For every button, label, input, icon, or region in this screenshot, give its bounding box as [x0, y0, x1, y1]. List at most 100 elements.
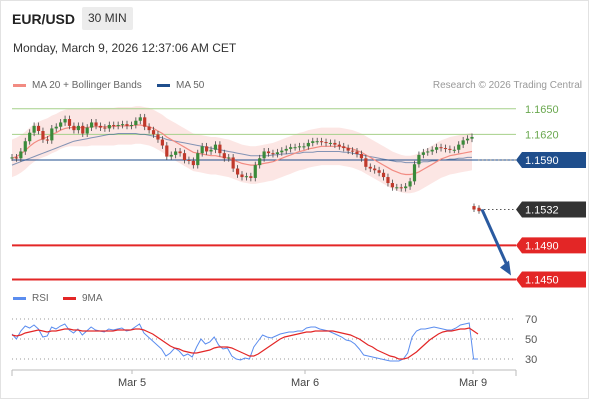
- candle-body: [32, 125, 36, 133]
- level-label-0: 1.1650: [525, 104, 559, 116]
- candle-body: [253, 165, 257, 178]
- candle-body: [200, 146, 204, 154]
- level-label-2: 1.1590: [525, 155, 559, 167]
- candle-body: [377, 170, 381, 173]
- tail-candle-body: [472, 206, 476, 210]
- rsi-tick-2: 30: [525, 354, 537, 366]
- legend-ma50: MA 50: [157, 80, 204, 91]
- candle-body: [50, 128, 54, 141]
- candle-body: [435, 147, 439, 150]
- level-badge-3: [516, 201, 586, 218]
- candle-body: [306, 142, 310, 147]
- legend-rsi-label: RSI: [32, 293, 49, 304]
- candle-body: [151, 130, 156, 135]
- candle-body: [364, 158, 368, 167]
- candle-body: [54, 126, 58, 129]
- candle-body: [209, 149, 213, 152]
- candle-body: [28, 132, 32, 142]
- candle-body: [59, 122, 63, 127]
- candle-body: [417, 154, 421, 165]
- candle-body: [235, 168, 240, 175]
- x-tick-label-2: Mar 9: [459, 377, 487, 389]
- candle-body: [165, 145, 169, 157]
- candle-body: [452, 149, 456, 151]
- candle-body: [461, 140, 465, 145]
- candle-body: [90, 122, 94, 128]
- candle-body: [196, 153, 200, 166]
- rsi-tick-0: 70: [525, 314, 537, 326]
- candle-body: [169, 154, 173, 157]
- candle-body: [368, 166, 372, 169]
- candle-body: [315, 141, 319, 143]
- candle-body: [404, 186, 408, 189]
- legend-ma50-label: MA 50: [176, 80, 205, 91]
- forecast-arrow-line: [480, 208, 510, 269]
- candle-body: [129, 125, 134, 127]
- rsi-swatch-icon: [13, 296, 26, 300]
- candle-body: [337, 144, 341, 147]
- candle-body: [156, 134, 160, 140]
- candle-body: [430, 149, 434, 152]
- level-label-5: 1.1450: [525, 274, 559, 286]
- rsi-line: [11, 322, 478, 362]
- timeframe-button[interactable]: 30 MIN: [82, 7, 133, 30]
- candle-body: [350, 150, 355, 152]
- candle-body: [324, 142, 328, 144]
- candle-body: [297, 146, 302, 148]
- candle-body: [94, 122, 98, 126]
- candle-body: [98, 125, 103, 128]
- level-label-3: 1.1532: [525, 204, 559, 216]
- candle-body: [395, 187, 399, 189]
- candle-body: [373, 168, 377, 171]
- candle-body: [342, 146, 346, 149]
- candle-body: [359, 154, 364, 159]
- credit-text: Research © 2026 Trading Central: [432, 80, 582, 91]
- candle-body: [36, 125, 41, 131]
- candle-body: [85, 127, 89, 134]
- candle-body: [107, 125, 111, 129]
- level-badge-2: [516, 152, 586, 168]
- candle-body: [328, 142, 333, 144]
- level-badge-4: [516, 237, 586, 254]
- candle-body: [320, 141, 324, 143]
- candle-body: [138, 117, 142, 121]
- candle-body: [143, 117, 147, 127]
- candle-body: [76, 125, 80, 131]
- candle-body: [116, 125, 120, 127]
- candle-body: [293, 147, 297, 149]
- candle-body: [249, 176, 253, 178]
- candle-body: [289, 147, 293, 149]
- candle-body: [134, 120, 138, 126]
- candle-body: [465, 138, 470, 141]
- candle-body: [421, 152, 425, 155]
- candle-body: [120, 124, 125, 126]
- candle-body: [218, 144, 222, 154]
- candle-body: [258, 158, 262, 166]
- candle-body: [187, 160, 191, 161]
- x-tick-label-1: Mar 6: [291, 377, 319, 389]
- candle-body: [41, 130, 45, 140]
- candle-body: [160, 139, 164, 146]
- candle-body: [448, 148, 452, 150]
- rsi-ma-swatch-icon: [63, 296, 76, 300]
- candles: [10, 113, 481, 214]
- candle-body: [231, 157, 235, 169]
- ma50-line: [11, 133, 472, 166]
- rsi-tick-1: 50: [525, 334, 537, 346]
- candle-body: [14, 157, 19, 159]
- legend-rsi-ma-label: 9MA: [82, 293, 103, 304]
- candle-body: [408, 181, 412, 187]
- candle-body: [390, 183, 394, 188]
- candle-body: [222, 153, 226, 159]
- candle-body: [470, 136, 474, 139]
- candle-body: [213, 144, 218, 150]
- currency-pair: EUR/USD: [12, 11, 76, 27]
- forecast-arrow-icon: [500, 260, 511, 276]
- candle-body: [191, 160, 195, 166]
- candle-body: [426, 151, 430, 153]
- candle-body: [355, 151, 359, 155]
- candle-body: [443, 148, 448, 150]
- candle-body: [19, 151, 23, 159]
- candle-body: [67, 119, 72, 126]
